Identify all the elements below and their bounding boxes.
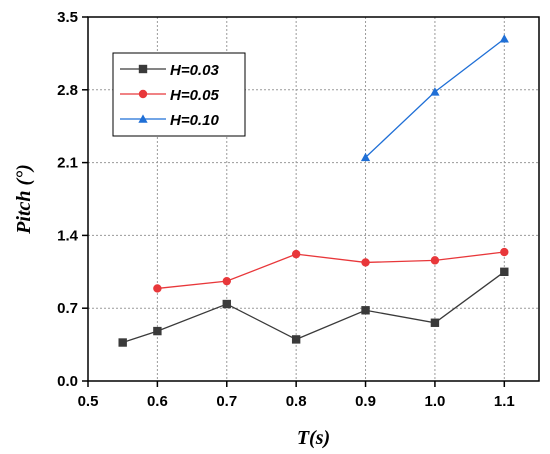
axes: 0.5 0.6 0.7 0.8 0.9 1.0 1.1 0.0 0.7 1.4 2.1 2.8 3.5 [57, 9, 540, 410]
plot-frame [87, 16, 540, 382]
x-tick-label: 1.0 [424, 393, 445, 410]
x-tick-label: 0.5 [78, 393, 99, 410]
square-marker [118, 338, 127, 347]
x-tick-label: 0.7 [216, 393, 237, 410]
y-tick-label: 2.1 [57, 155, 78, 172]
circle-marker [291, 249, 301, 259]
x-tick-label: 0.8 [286, 393, 307, 410]
x-tick-label: 1.1 [494, 393, 515, 410]
circle-marker [222, 276, 231, 286]
data-series [118, 34, 509, 347]
square-marker [222, 299, 231, 309]
x-axis-title: T(s) [297, 427, 330, 449]
y-tick-label: 0.7 [57, 300, 78, 317]
series-H=0.10 [360, 34, 509, 162]
legend-label: H=0.05 [170, 87, 219, 104]
square-marker [153, 326, 162, 336]
square-marker [500, 267, 509, 276]
x-tick-label: 0.9 [355, 393, 376, 410]
triangle-marker [138, 114, 148, 123]
legend: H=0.03 H=0.05 H=0.10 [112, 52, 246, 137]
square-marker [138, 64, 148, 74]
square-marker [291, 335, 301, 344]
circle-marker [361, 258, 370, 267]
legend-label: H=0.10 [170, 112, 219, 129]
x-tick-label: 0.6 [147, 393, 168, 410]
series-line [157, 251, 505, 290]
triangle-marker [430, 87, 440, 96]
circle-marker [138, 89, 148, 99]
triangle-marker [360, 152, 371, 162]
legend-label: H=0.03 [170, 62, 219, 79]
circle-marker [430, 256, 440, 265]
y-tick-label: 2.8 [57, 82, 78, 99]
series-H=0.05 [153, 247, 509, 293]
y-axis-title: Pitch (°) [13, 164, 35, 235]
triangle-marker [499, 34, 509, 43]
square-marker [430, 318, 440, 327]
y-tick-label: 1.4 [57, 227, 79, 244]
y-tick-label: 3.5 [57, 9, 78, 26]
series-H=0.03 [118, 267, 509, 347]
square-marker [361, 306, 370, 315]
y-tick-label: 0.0 [57, 373, 78, 390]
circle-marker [153, 284, 162, 293]
circle-marker [500, 247, 509, 257]
series-line [122, 271, 505, 344]
